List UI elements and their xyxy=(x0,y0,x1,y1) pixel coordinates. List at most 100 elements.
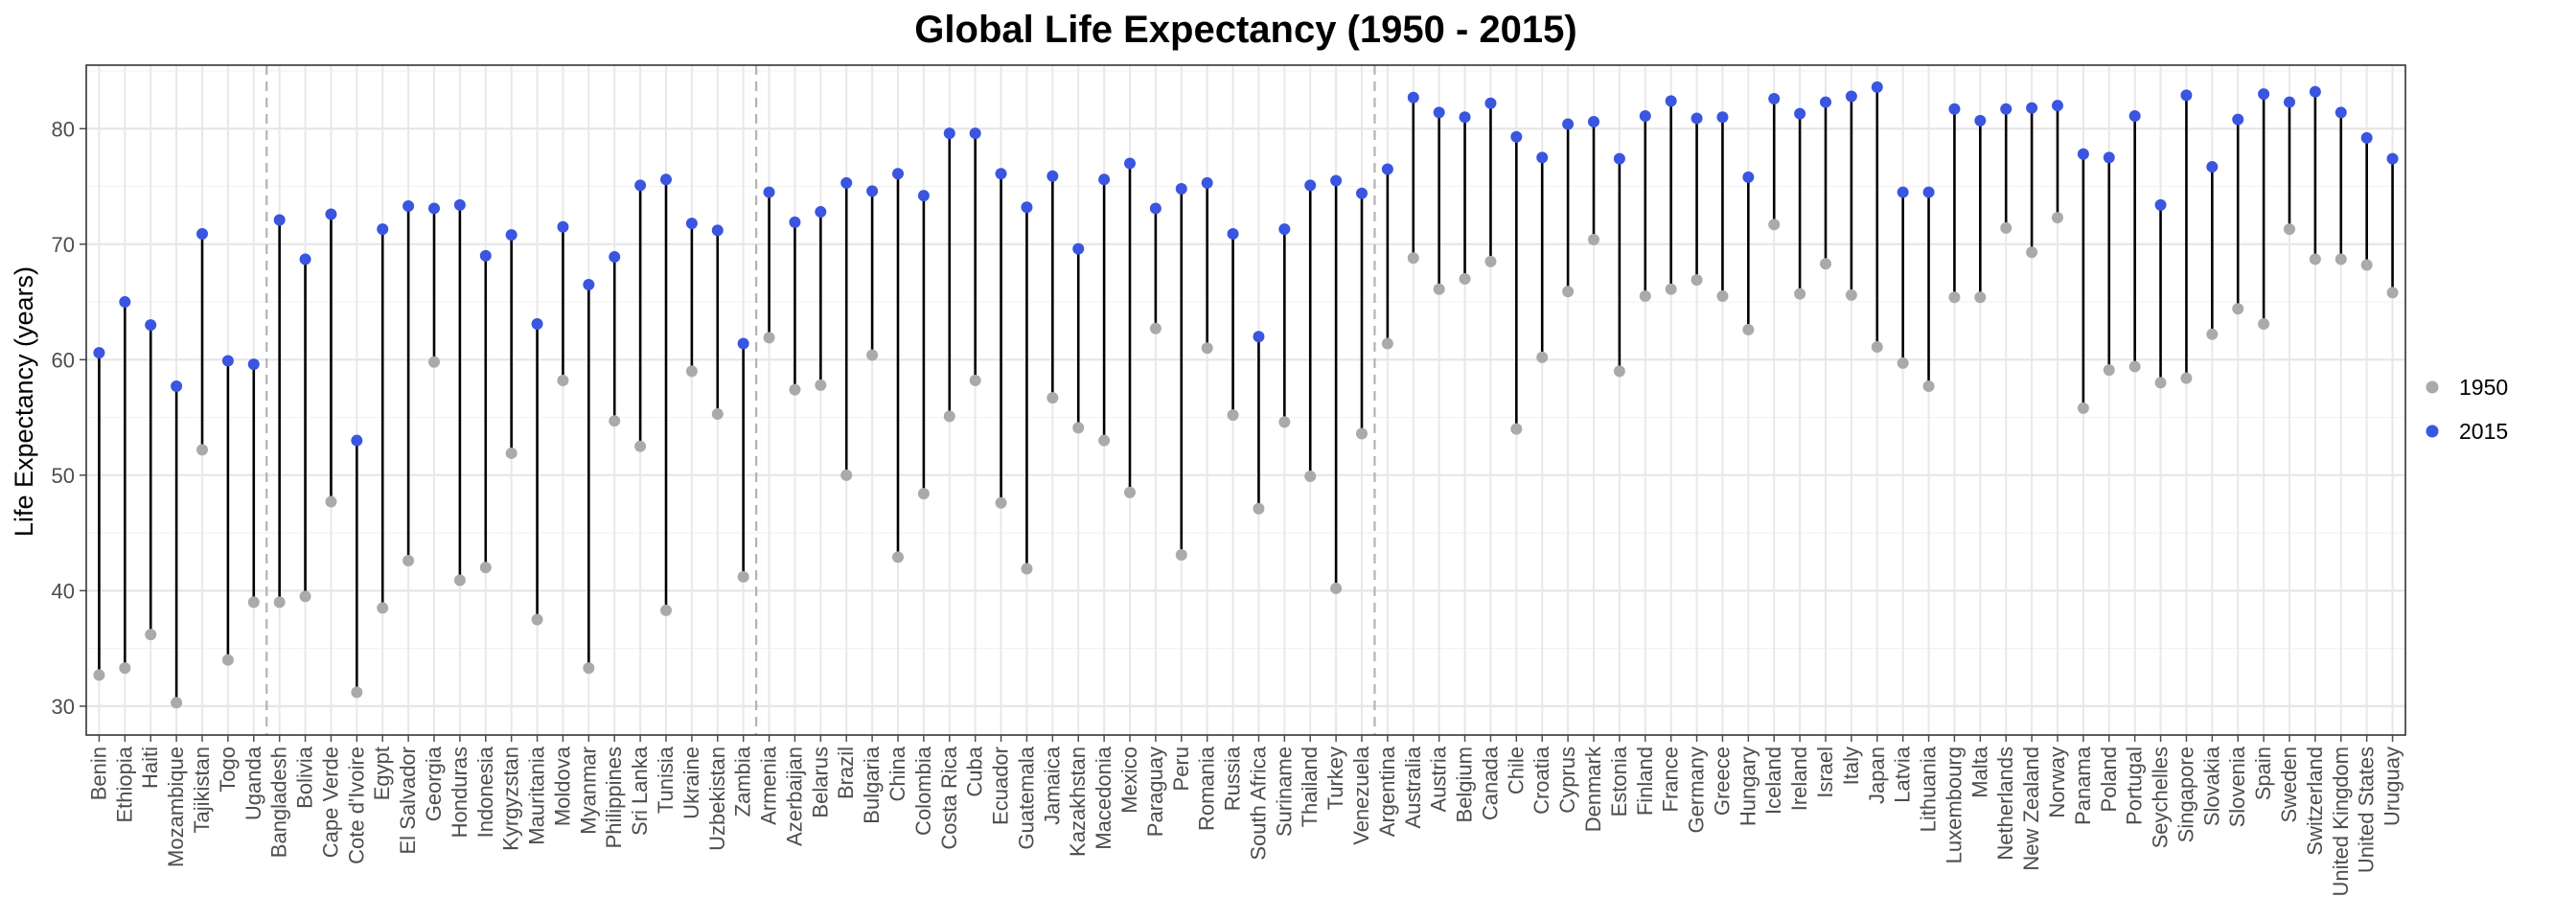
x-tick-label: Egypt xyxy=(370,747,394,800)
point-1950 xyxy=(1098,434,1111,447)
point-1950 xyxy=(685,365,698,378)
point-1950 xyxy=(1974,291,1987,304)
point-2015 xyxy=(2128,110,2141,123)
point-1950 xyxy=(840,469,853,481)
x-tick-label: Netherlands xyxy=(1993,747,2017,861)
x-tick-label: Bolivia xyxy=(293,746,317,809)
point-2015 xyxy=(2334,106,2347,119)
x-tick-label: Paraguay xyxy=(1143,747,1167,837)
x-tick-label: Croatia xyxy=(1530,746,1553,815)
point-1950 xyxy=(2052,212,2063,224)
x-tick-label: France xyxy=(1659,747,1683,812)
point-2015 xyxy=(1253,331,1265,343)
y-tick-label: 60 xyxy=(52,348,75,372)
point-1950 xyxy=(273,596,286,609)
point-2015 xyxy=(2386,152,2399,165)
point-2015 xyxy=(2000,103,2012,115)
point-2015 xyxy=(840,176,853,189)
x-tick-label: Tajikistan xyxy=(190,747,214,833)
point-2015 xyxy=(1021,201,1033,214)
x-tick-label: Uruguay xyxy=(2380,747,2404,826)
x-tick-label: Romania xyxy=(1195,746,1219,831)
point-2015 xyxy=(2077,148,2089,160)
point-1950 xyxy=(196,444,208,456)
x-tick-label: Mexico xyxy=(1117,747,1141,814)
point-2015 xyxy=(273,214,286,226)
x-tick-label: Denmark xyxy=(1581,746,1605,832)
x-tick-label: Singapore xyxy=(2174,747,2197,842)
point-2015 xyxy=(1356,187,1368,199)
x-tick-label: Kazakhstan xyxy=(1066,747,1090,857)
x-tick-label: Sri Lanka xyxy=(628,746,652,836)
point-1950 xyxy=(505,447,518,459)
point-1950 xyxy=(763,332,775,344)
point-2015 xyxy=(1768,92,1781,104)
point-2015 xyxy=(660,173,672,186)
point-1950 xyxy=(892,551,904,564)
point-2015 xyxy=(1742,171,1755,183)
plot-background xyxy=(86,65,2405,735)
point-1950 xyxy=(531,613,543,626)
point-1950 xyxy=(171,697,183,709)
point-2015 xyxy=(1665,95,1677,107)
point-1950 xyxy=(1124,486,1136,498)
point-2015 xyxy=(1407,91,1419,104)
point-2015 xyxy=(583,278,595,290)
point-2015 xyxy=(763,186,775,198)
point-2015 xyxy=(247,358,260,371)
point-2015 xyxy=(969,127,981,140)
point-2015 xyxy=(1639,110,1651,123)
x-tick-label: Cyprus xyxy=(1555,747,1579,814)
y-axis-title: Life Expectancy (years) xyxy=(10,266,38,537)
point-2015 xyxy=(1613,152,1625,165)
legend-label-2015: 2015 xyxy=(2459,419,2508,444)
point-1950 xyxy=(1278,416,1291,428)
x-tick-label: Bangladesh xyxy=(267,747,291,858)
x-tick-label: Philippines xyxy=(602,747,626,848)
point-1950 xyxy=(2334,253,2347,265)
x-tick-label: Germany xyxy=(1685,747,1709,833)
point-2015 xyxy=(428,202,440,215)
point-2015 xyxy=(2360,131,2373,144)
point-2015 xyxy=(93,347,105,359)
x-tick-label: Ethiopia xyxy=(112,746,136,822)
point-2015 xyxy=(2154,198,2167,211)
x-tick-label: Haiti xyxy=(138,747,162,789)
x-tick-label: Ecuador xyxy=(989,747,1013,825)
point-1950 xyxy=(2258,317,2270,330)
x-tick-label: Costa Rica xyxy=(937,746,961,849)
point-1950 xyxy=(221,654,234,666)
point-1950 xyxy=(2000,221,2012,234)
point-2015 xyxy=(1820,96,1831,108)
point-2015 xyxy=(1871,80,1883,93)
point-2015 xyxy=(1897,186,1909,198)
point-1950 xyxy=(1201,342,1213,355)
point-2015 xyxy=(1459,111,1471,124)
point-2015 xyxy=(1227,227,1239,240)
point-1950 xyxy=(557,375,569,387)
point-1950 xyxy=(453,574,466,586)
point-1950 xyxy=(2103,364,2115,377)
point-1950 xyxy=(2026,246,2038,259)
point-1950 xyxy=(789,383,801,396)
plot-border xyxy=(85,64,2406,736)
point-2015 xyxy=(1562,118,1575,130)
point-2015 xyxy=(1072,242,1085,255)
x-tick-label: China xyxy=(886,746,909,801)
point-1950 xyxy=(711,407,724,420)
x-tick-label: Belgium xyxy=(1453,747,1477,822)
point-1950 xyxy=(1356,427,1368,440)
point-1950 xyxy=(943,410,955,423)
x-tick-label: Switzerland xyxy=(2303,747,2327,856)
x-tick-label: Portugal xyxy=(2123,747,2147,825)
point-1950 xyxy=(1820,258,1831,270)
point-2015 xyxy=(737,337,749,350)
point-2015 xyxy=(145,319,157,332)
point-1950 xyxy=(2206,328,2219,340)
point-2015 xyxy=(171,380,183,393)
point-2015 xyxy=(1588,116,1599,128)
x-tick-label: Jamaica xyxy=(1040,746,1064,825)
point-2015 xyxy=(1484,97,1497,109)
point-2015 xyxy=(325,208,337,220)
x-tick-label: Uzbekistan xyxy=(705,747,729,851)
